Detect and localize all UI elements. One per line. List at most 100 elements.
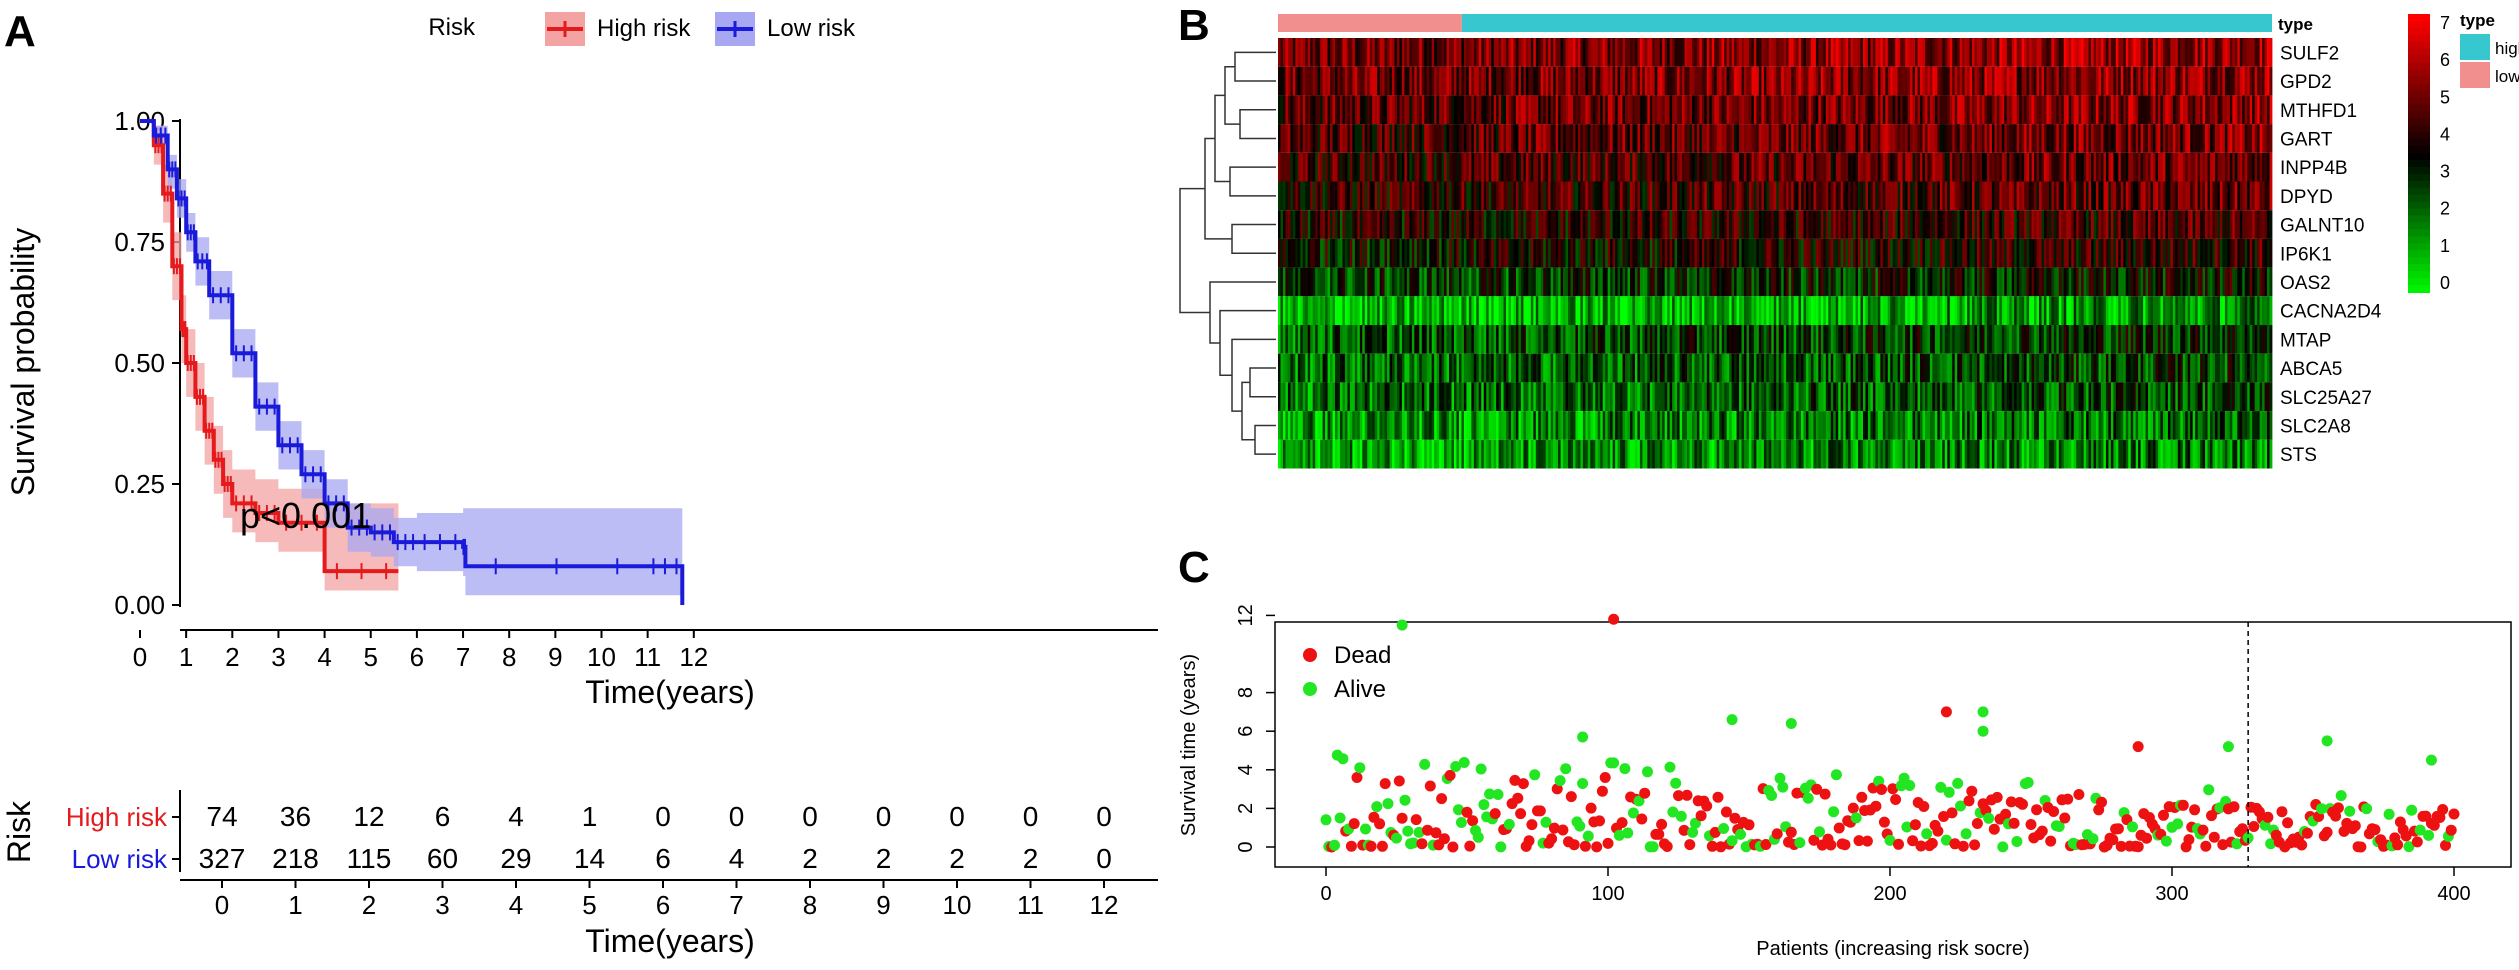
heatmap-cell <box>2175 124 2179 153</box>
heatmap-cell <box>1793 210 1797 239</box>
heatmap-cell <box>1287 325 1291 354</box>
heatmap-cell <box>1349 353 1353 383</box>
heatmap-cell <box>1555 95 1559 125</box>
heatmap-cell <box>1825 296 1829 325</box>
heatmap-cell <box>1506 66 1509 96</box>
heatmap-cell <box>1446 66 1450 96</box>
heatmap-cell <box>1967 66 1970 96</box>
heatmap-cell <box>1989 95 1993 125</box>
heatmap-cell <box>2172 325 2176 354</box>
heatmap-cell <box>2172 124 2176 153</box>
heatmap-cell <box>1687 353 1690 383</box>
heatmap-cell <box>1694 210 1698 239</box>
heatmap-cell <box>1560 238 1564 268</box>
heatmap-cell <box>1607 124 1611 153</box>
heatmap-cell <box>1724 152 1728 182</box>
heatmap-cell <box>2170 152 2174 182</box>
heatmap-cell <box>1870 95 1874 125</box>
heatmap-cell <box>2063 95 2067 125</box>
heatmap-cell <box>1629 267 1633 297</box>
heatmap-cell <box>2068 267 2072 297</box>
heatmap-cell <box>2051 296 2055 325</box>
heatmap-cell <box>1362 238 1366 268</box>
heatmap-cell <box>1726 353 1730 383</box>
heatmap-cell <box>1493 353 1497 383</box>
heatmap-cell <box>1632 325 1636 354</box>
heatmap-cell <box>2165 66 2169 96</box>
heatmap-cell <box>2210 267 2213 297</box>
heatmap-cell <box>2053 210 2057 239</box>
heatmap-cell <box>1310 210 1314 239</box>
heatmap-cell <box>2051 38 2055 67</box>
heatmap-cell <box>1446 152 1450 182</box>
heatmap-cell <box>2239 124 2243 153</box>
heatmap-cell <box>2252 181 2256 211</box>
heatmap-cell <box>2242 66 2246 96</box>
heatmap-cell <box>1729 325 1733 354</box>
heatmap-cell <box>2264 66 2268 96</box>
heatmap-cell <box>1570 325 1574 354</box>
heatmap-cell <box>1748 152 1752 182</box>
heatmap-cell <box>1424 353 1428 383</box>
heatmap-cell <box>1582 353 1586 383</box>
heatmap-cell <box>1972 181 1975 211</box>
heatmap-cell <box>1463 238 1467 268</box>
heatmap-cell <box>1575 181 1579 211</box>
heatmap-cell <box>1798 267 1802 297</box>
heatmap-cell <box>2135 238 2139 268</box>
heatmap-cell <box>1560 267 1564 297</box>
heatmap-cell <box>1709 296 1713 325</box>
heatmap-cell <box>1496 124 1500 153</box>
heatmap-cell <box>1295 325 1299 354</box>
heatmap-cell <box>1555 238 1559 268</box>
heatmap-cell <box>1359 353 1363 383</box>
heatmap-cell <box>1421 353 1425 383</box>
heatmap-cell <box>1952 95 1956 125</box>
heatmap-cell <box>2115 152 2119 182</box>
heatmap-cell <box>1513 66 1517 96</box>
heatmap-cell <box>1969 124 1973 153</box>
heatmap-cell <box>1280 38 1284 67</box>
heatmap-cell <box>1939 95 1943 125</box>
heatmap-cell <box>1612 325 1616 354</box>
heatmap-cell <box>1451 95 1455 125</box>
heatmap-cell <box>1615 353 1618 383</box>
heatmap-cell <box>1674 210 1678 239</box>
heatmap-cell <box>2009 181 2013 211</box>
heatmap-cell <box>1550 353 1554 383</box>
heatmap-cell <box>1912 296 1916 325</box>
heatmap-cell <box>1915 181 1918 211</box>
heatmap-cell <box>1964 124 1968 153</box>
heatmap-cell <box>1439 152 1442 182</box>
heatmap-cell <box>1399 210 1403 239</box>
legend-title: Risk <box>428 14 476 41</box>
heatmap-cell <box>1364 353 1368 383</box>
heatmap-cell <box>1922 325 1926 354</box>
table-x-tick-label: 7 <box>729 890 743 920</box>
heatmap-cell <box>1739 325 1742 354</box>
heatmap-cell <box>1595 124 1599 153</box>
heatmap-cell <box>1639 152 1643 182</box>
heatmap-cell <box>1825 353 1829 383</box>
heatmap-cell <box>1974 267 1978 297</box>
heatmap-cell <box>1342 152 1346 182</box>
heatmap-cell <box>1538 66 1542 96</box>
heatmap-cell <box>1399 95 1403 125</box>
heatmap-cell <box>1377 66 1381 96</box>
heatmap-cell <box>1813 296 1817 325</box>
heatmap-cell <box>2046 238 2050 268</box>
heatmap-cell <box>1520 152 1524 182</box>
heatmap-cell <box>1322 181 1326 211</box>
heatmap-cell <box>1600 181 1604 211</box>
heatmap-cell <box>1815 267 1819 297</box>
heatmap-cell <box>1367 238 1371 268</box>
heatmap-cell <box>1382 95 1385 125</box>
heatmap-cell <box>1379 124 1383 153</box>
heatmap-cell <box>1667 267 1671 297</box>
heatmap-cell <box>1944 325 1948 354</box>
heatmap-cell <box>1538 95 1542 125</box>
heatmap-cell <box>1939 267 1943 297</box>
heatmap-cell <box>1424 95 1428 125</box>
heatmap-cell <box>2170 210 2174 239</box>
heatmap-cell <box>1622 181 1626 211</box>
